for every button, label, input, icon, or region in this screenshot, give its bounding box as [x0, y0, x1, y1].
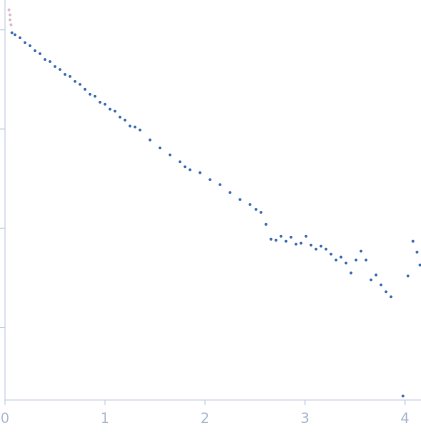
- point: [418, 263, 421, 267]
- point: [289, 235, 293, 239]
- point: [248, 203, 252, 206]
- point: [401, 394, 405, 398]
- point: [13, 33, 17, 37]
- point: [274, 238, 278, 242]
- point: [9, 23, 13, 27]
- point: [93, 94, 97, 98]
- point: [98, 100, 102, 104]
- point: [10, 31, 14, 35]
- point: [83, 87, 87, 91]
- point: [8, 13, 12, 17]
- point: [168, 153, 172, 157]
- point: [304, 234, 308, 238]
- point: [78, 82, 82, 86]
- point: [329, 252, 333, 256]
- point: [354, 258, 358, 262]
- point: [8, 18, 12, 22]
- point: [23, 41, 27, 45]
- point: [118, 115, 122, 119]
- point: [208, 178, 212, 182]
- point: [319, 244, 323, 248]
- point: [406, 274, 410, 278]
- x-tick-label: 0: [1, 411, 10, 427]
- point: [269, 237, 273, 241]
- point: [148, 138, 152, 142]
- point: [133, 125, 137, 129]
- point: [158, 146, 162, 150]
- point: [113, 109, 117, 113]
- point: [108, 107, 112, 111]
- point: [324, 247, 328, 251]
- point: [254, 208, 258, 211]
- point: [183, 165, 187, 169]
- point: [309, 243, 313, 247]
- point: [28, 44, 32, 48]
- point: [138, 128, 142, 132]
- point: [314, 247, 318, 251]
- point: [364, 258, 368, 262]
- point: [188, 168, 192, 172]
- point: [178, 160, 182, 164]
- point: [63, 73, 67, 76]
- point: [88, 92, 92, 96]
- point: [198, 171, 202, 175]
- x-tick-label: 2: [201, 411, 210, 427]
- point: [259, 211, 263, 214]
- point: [123, 118, 127, 122]
- point: [48, 60, 52, 63]
- point: [53, 65, 57, 68]
- point: [339, 255, 343, 259]
- point: [128, 124, 132, 128]
- point: [379, 283, 383, 287]
- x-tick-label: 1: [101, 411, 110, 427]
- point: [18, 36, 22, 40]
- point: [43, 58, 47, 61]
- point: [58, 68, 62, 71]
- point: [264, 222, 268, 226]
- point: [228, 191, 232, 194]
- point: [344, 261, 348, 265]
- point: [294, 242, 298, 246]
- point: [349, 271, 353, 275]
- x-tick-label: 3: [301, 411, 310, 427]
- point: [369, 278, 373, 282]
- point: [218, 183, 222, 187]
- point: [103, 102, 107, 106]
- point: [415, 250, 419, 254]
- point: [68, 75, 72, 78]
- point: [384, 290, 388, 294]
- point: [359, 249, 363, 253]
- point: [389, 295, 393, 299]
- point: [284, 239, 288, 243]
- point: [411, 239, 415, 243]
- point: [7, 8, 11, 12]
- point: [334, 258, 338, 262]
- point: [299, 241, 303, 245]
- point: [73, 79, 77, 83]
- point: [238, 198, 242, 201]
- x-tick-label: 4: [401, 411, 410, 427]
- point: [38, 52, 42, 55]
- point: [33, 49, 37, 53]
- point: [279, 234, 283, 238]
- point: [374, 273, 378, 277]
